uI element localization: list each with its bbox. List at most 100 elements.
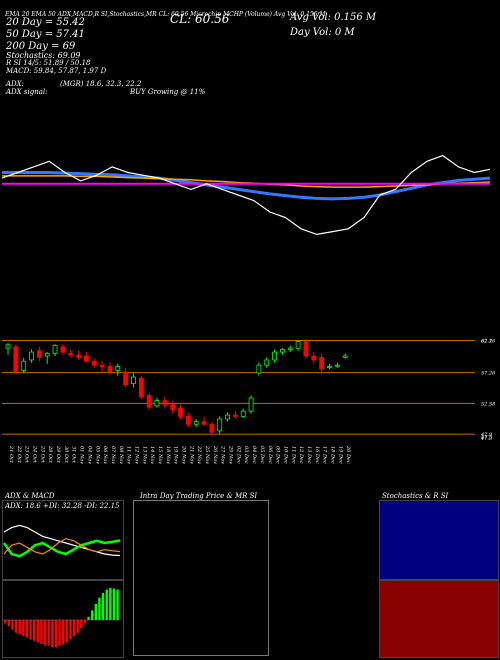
- candle-x-tick: 13 Dec: [306, 446, 312, 464]
- stoch-panel-title: Stochastics & R SI: [382, 492, 449, 500]
- candle-x-tick: 19 Nov: [173, 446, 179, 464]
- macd-bar: [18, 620, 21, 635]
- candle-x-tick: 01 Nov: [79, 446, 85, 464]
- candle-body: [178, 408, 183, 417]
- candle-x-tick: 08 Nov: [118, 446, 124, 464]
- candle-x-tick: 06 Nov: [102, 446, 108, 464]
- intraday-panel: [133, 500, 269, 656]
- ema50-label: 50 Day = 57.41: [6, 29, 85, 40]
- macd-bar: [94, 604, 98, 620]
- candle-body: [13, 346, 19, 373]
- candle-body: [170, 404, 176, 411]
- adx-panel-title: ADX & MACD: [5, 492, 55, 500]
- day-vol-label: Day Vol: 0 M: [290, 27, 355, 38]
- candle-x-tick: 16 Dec: [314, 446, 320, 464]
- candle-x-tick: 05 Dec: [259, 446, 265, 464]
- adx-signal-label: ADX signal:: [6, 88, 48, 96]
- ema200-label: 200 Day = 69: [6, 41, 76, 52]
- candle-body: [264, 359, 270, 366]
- rsi-label: R SI 14/5: 51.89 / 50.18: [6, 59, 91, 67]
- candle-body: [240, 410, 246, 417]
- candle-body: [52, 345, 58, 354]
- macd-bar: [116, 589, 119, 620]
- candle-y-tick: 52.58: [481, 401, 495, 407]
- macd-bar: [47, 620, 50, 646]
- candle-body: [107, 366, 113, 373]
- candle-body: [295, 341, 301, 349]
- macd-bar: [76, 620, 79, 633]
- candle-x-tick: 14 Nov: [149, 446, 155, 464]
- candle-x-tick: 09 Dec: [275, 446, 281, 464]
- macd-bar: [40, 620, 43, 644]
- candle-x-tick: 30 Oct: [63, 446, 69, 464]
- macd-bar: [54, 620, 58, 648]
- candle-body: [115, 366, 121, 371]
- macd-bar: [11, 620, 14, 630]
- stoch-panel: [379, 500, 499, 580]
- candle-x-tick: 23 Oct: [24, 445, 30, 464]
- candle-x-tick: 21 Oct: [8, 445, 14, 464]
- candle-body: [209, 423, 215, 433]
- macd-bar: [101, 592, 105, 620]
- macd-panel: [2, 580, 124, 658]
- candle-x-tick: 29 Nov: [228, 445, 234, 464]
- candle-x-tick: 29 Oct: [55, 445, 61, 464]
- candle-body: [232, 414, 238, 417]
- candle-y-tick: 47.5: [480, 435, 492, 441]
- candle-x-tick: 03 Dec: [243, 446, 249, 464]
- adx-values: (MGR) 18.6, 32.3, 22.2: [60, 80, 142, 88]
- candle-x-tick: 24 Oct: [32, 445, 38, 464]
- candle-body: [44, 352, 50, 357]
- header-line: EMA 20 EMA 50 ADX,MACD,R SI,Stochastics,…: [5, 11, 326, 18]
- candle-x-tick: 27 Nov: [220, 445, 226, 464]
- macd-label: MACD: 59.84, 57.87, 1.97 D: [6, 67, 107, 75]
- candle-body: [217, 418, 223, 432]
- candle-body: [311, 355, 317, 361]
- candle-y-tick: 47.9: [480, 432, 493, 438]
- adx-series-2: [3, 537, 121, 555]
- candle-body: [342, 355, 348, 358]
- adx-label: ADX:: [6, 80, 25, 88]
- stochastics-label: Stochastics: 69.09: [6, 51, 81, 60]
- candle-x-tick: 04 Dec: [251, 446, 257, 464]
- candle-body: [201, 421, 207, 425]
- candle-x-tick: 22 Oct: [16, 445, 22, 464]
- candle-body: [99, 364, 105, 367]
- candle-body: [146, 394, 152, 408]
- candle-x-tick: 11 Nov: [126, 446, 132, 464]
- candle-x-tick: 25 Oct: [39, 445, 45, 464]
- avg-vol-label: Avg Vol: 0.156 M: [290, 12, 377, 23]
- macd-bar: [22, 620, 25, 636]
- candle-body: [154, 400, 160, 407]
- candle-x-tick: 28 Oct: [47, 445, 53, 464]
- candle-body: [91, 360, 97, 366]
- candle-y-tick: 62.16: [481, 339, 496, 345]
- candle-body: [280, 349, 285, 353]
- intraday-panel-title: Intra Day Trading Price & MR SI: [140, 492, 258, 500]
- candle-body: [319, 356, 325, 370]
- candle-x-tick: 06 Dec: [267, 446, 273, 464]
- candle-body: [76, 354, 81, 358]
- macd-bar: [14, 620, 18, 633]
- overlay-series-0: [2, 171, 491, 201]
- close-label: CL: 60.56: [170, 12, 230, 26]
- candle-x-tick: 10 Dec: [282, 446, 288, 464]
- macd-bar: [105, 589, 108, 620]
- candle-x-tick: 18 Nov: [165, 446, 171, 464]
- candle-body: [334, 364, 340, 367]
- macd-bar: [91, 610, 94, 620]
- candle-body: [256, 364, 262, 374]
- candle-body: [36, 350, 42, 358]
- candle-x-tick: 21 Nov: [188, 445, 194, 464]
- candle-x-tick: 05 Nov: [94, 446, 100, 464]
- candle-body: [131, 376, 136, 384]
- macd-bar: [72, 620, 76, 636]
- candle-body: [123, 371, 129, 386]
- macd-bar: [51, 620, 54, 648]
- macd-bar: [112, 588, 116, 620]
- adx-panel-header: ADX: 18.6 +DI: 32.28 -DI: 22.15: [5, 502, 120, 510]
- candle-body: [84, 355, 89, 362]
- candle-x-tick: 26 Nov: [212, 445, 218, 464]
- macd-bar: [83, 620, 87, 624]
- adx-series-1: [2, 539, 121, 558]
